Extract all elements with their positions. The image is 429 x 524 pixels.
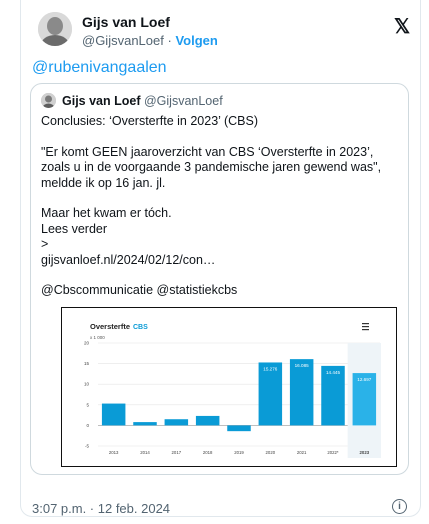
quote-line <box>41 191 401 206</box>
quote-line: Lees verder <box>41 221 108 236</box>
author-name[interactable]: Gijs van Loef <box>82 14 170 30</box>
data-label: 12.697 <box>357 377 371 382</box>
quote-author-name: Gijs van Loef <box>62 94 141 108</box>
bar <box>133 422 157 426</box>
chart-title: Oversterfte <box>90 322 130 331</box>
bar <box>164 419 189 426</box>
info-icon[interactable]: i <box>392 499 407 514</box>
y-tick-label: 20 <box>84 341 90 346</box>
x-tick-label: 2014 <box>140 450 150 455</box>
reply-mention[interactable]: @rubenivangaalen <box>32 59 167 76</box>
data-label: 14.445 <box>326 370 340 375</box>
data-label: 16.085 <box>295 363 309 368</box>
x-tick-label: 2022* <box>327 450 339 455</box>
quoted-tweet[interactable]: Gijs van Loef @GijsvanLoef Conclusies: ‘… <box>30 83 409 475</box>
author-avatar[interactable] <box>38 12 72 46</box>
bar <box>352 373 377 426</box>
bar <box>101 403 126 426</box>
x-logo-icon[interactable]: 𝕏 <box>394 16 411 38</box>
bar <box>321 365 345 426</box>
oversterfte-chart: Oversterfte CBS x 1 000 -5 0 5 10 15 20 2013 20… <box>84 322 381 458</box>
y-tick-label: 0 <box>86 423 89 428</box>
chart-source: CBS <box>133 324 148 331</box>
bar <box>289 359 314 426</box>
quote-line: Conclusies: ‘Oversterfte in 2023’ (CBS) <box>41 114 258 128</box>
y-tick-label: 5 <box>86 402 89 407</box>
y-tick-label: -5 <box>85 444 89 449</box>
x-tick-label: 2021 <box>297 450 307 455</box>
quote-text: Conclusies: ‘Oversterfte in 2023’ (CBS) … <box>41 114 401 299</box>
y-tick-label: 10 <box>84 382 90 387</box>
quote-link: gijsvanloef.nl/2024/02/12/con… <box>41 252 216 267</box>
x-tick-label: 2017 <box>172 450 182 455</box>
quote-line: "Er komt GEEN jaaroverzicht van CBS ‘Ove… <box>41 144 382 190</box>
separator: · <box>167 33 172 48</box>
x-tick-label: 2023 <box>360 450 370 455</box>
chart-unit: x 1 000 <box>90 335 105 340</box>
hamburger-menu-icon[interactable] <box>362 323 369 331</box>
bar <box>227 425 251 432</box>
author-handle[interactable]: @GijsvanLoef <box>82 33 164 48</box>
y-tick-label: 15 <box>84 361 90 366</box>
x-tick-label: 2018 <box>203 450 213 455</box>
data-label: 15.276 <box>263 366 277 371</box>
bar <box>195 415 220 426</box>
tweet-timestamp[interactable]: 3:07 p.m. · 12 feb. 2024 <box>32 501 171 516</box>
x-tick-label: 2020 <box>266 450 276 455</box>
quote-line <box>41 268 401 283</box>
bar <box>258 362 283 426</box>
quote-mentions: @Cbscommunicatie @statistiekcbs <box>41 283 238 298</box>
follow-button[interactable]: Volgen <box>175 33 218 48</box>
quote-author: Gijs van Loef @GijsvanLoef <box>62 94 223 108</box>
x-tick-label: 2019 <box>234 450 244 455</box>
x-tick-label: 2013 <box>109 450 119 455</box>
quote-author-handle: @GijsvanLoef <box>143 94 223 108</box>
chart-image: Oversterfte CBS x 1 000 -5 0 5 10 15 20 2013 20… <box>61 307 397 467</box>
quote-avatar <box>41 93 56 108</box>
quote-line <box>41 129 401 144</box>
quote-line: > <box>41 237 49 252</box>
author-handle-row: @GijsvanLoef · Volgen <box>82 33 218 48</box>
quote-line: Maar het kwam er tóch. <box>41 206 172 221</box>
